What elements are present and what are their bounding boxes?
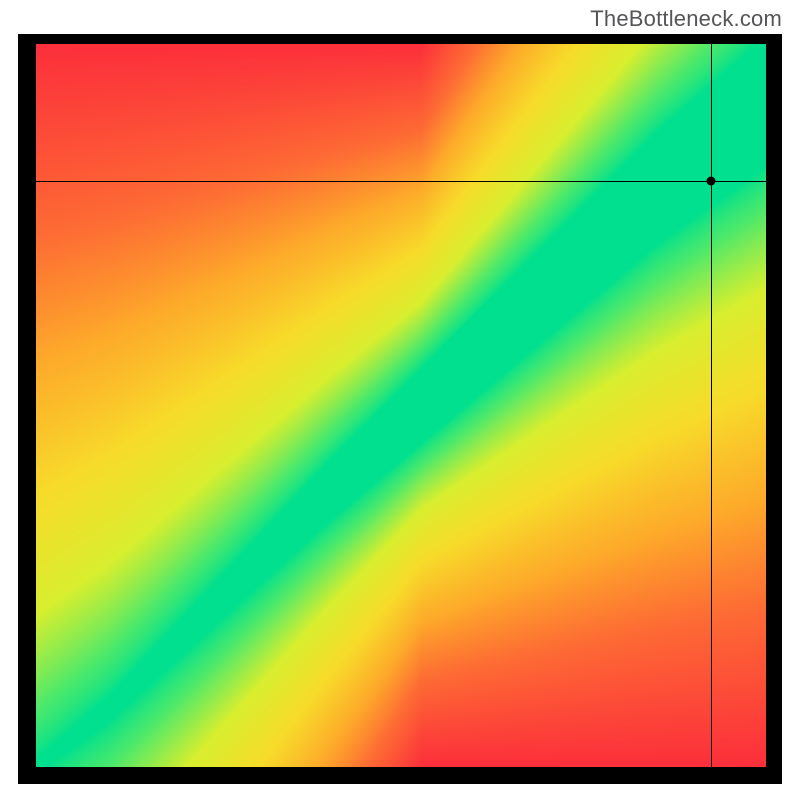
chart-container: TheBottleneck.com — [0, 0, 800, 800]
heatmap-canvas — [36, 44, 766, 767]
attribution-label: TheBottleneck.com — [590, 6, 782, 32]
plot-frame — [18, 34, 782, 784]
plot-area — [36, 44, 766, 767]
